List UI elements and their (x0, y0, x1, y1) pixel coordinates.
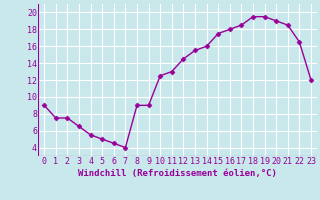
X-axis label: Windchill (Refroidissement éolien,°C): Windchill (Refroidissement éolien,°C) (78, 169, 277, 178)
